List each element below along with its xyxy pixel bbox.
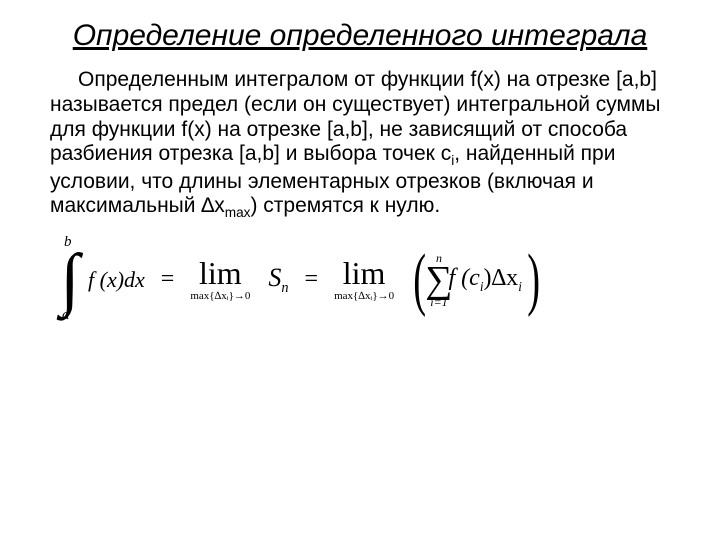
lim-condition: max{∆xᵢ}→0 — [190, 291, 250, 302]
limit-block: lim max{∆xᵢ}→0 — [190, 257, 250, 302]
sum-term: f (ci)∆xi — [447, 265, 522, 295]
slide: Определение определенного интеграла Опре… — [0, 0, 720, 540]
math-inline: [a,b] — [327, 118, 368, 141]
subscript: max — [225, 206, 251, 221]
equals-sign: = — [303, 266, 321, 293]
limit-block: lim max{∆xᵢ}→0 — [334, 257, 394, 302]
integral-symbol: ∫ — [60, 250, 79, 310]
term-f: f (c — [449, 265, 480, 291]
integral-lower-bound: a — [62, 307, 70, 324]
definition-paragraph: Определенным интегралом от функции f(x) … — [50, 68, 670, 222]
term-close: )∆x — [484, 265, 519, 291]
integral-sign: b ∫ a — [54, 244, 86, 316]
text-run: на отрезке — [212, 118, 327, 141]
sum-parentheses: ( n ∑ i=1 f (ci)∆xi ) — [408, 252, 545, 308]
text-run: Определенным интегралом от функции — [78, 68, 471, 91]
term-sub-i: i — [518, 279, 522, 294]
s-n: Sn — [264, 263, 288, 297]
integral-upper-bound: b — [64, 234, 72, 251]
slide-title: Определение определенного интеграла — [50, 18, 670, 54]
lim-text: lim — [343, 257, 386, 289]
text-run: ) стремятся к нулю. — [250, 194, 440, 217]
math-inline: [a,b] — [239, 142, 280, 165]
right-paren: ) — [527, 252, 540, 308]
lim-text: lim — [199, 257, 242, 289]
math-inline: ∆x — [201, 194, 224, 217]
s-subscript: n — [281, 280, 288, 296]
math-inline: c — [441, 142, 452, 165]
equals-sign: = — [159, 266, 177, 293]
math-inline: [a,b] — [616, 68, 657, 91]
math-inline: f(x) — [181, 118, 211, 141]
text-run: и выбора точек — [280, 142, 441, 165]
math-inline: f(x) — [471, 68, 501, 91]
formula-integral-limit: b ∫ a f (x)dx = lim max{∆xᵢ}→0 Sn = lim … — [50, 244, 670, 316]
sum-lower: i=1 — [430, 296, 447, 308]
left-paren: ( — [413, 252, 426, 308]
lim-condition: max{∆xᵢ}→0 — [334, 291, 394, 302]
s-letter: S — [268, 263, 281, 292]
integral-block: b ∫ a f (x)dx — [54, 244, 145, 316]
integrand: f (x)dx — [88, 267, 145, 293]
text-run: на отрезке — [501, 68, 616, 91]
